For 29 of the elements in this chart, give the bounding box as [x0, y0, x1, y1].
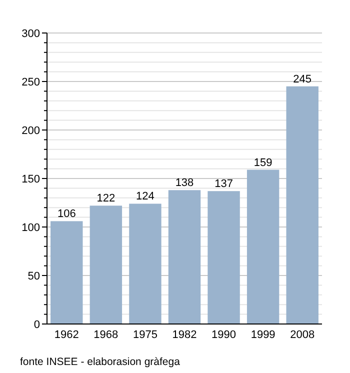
bar: [286, 86, 318, 324]
source-note: fonte INSEE - elaborasion gràfega: [20, 356, 180, 368]
y-tick-label: 150: [22, 173, 40, 186]
bar: [168, 190, 201, 324]
y-tick-label: 100: [22, 222, 40, 234]
x-tick-label: 2008: [290, 329, 315, 341]
bar: [208, 191, 240, 324]
data-label: 106: [57, 208, 76, 220]
x-tick-label: 1968: [94, 329, 118, 341]
bar: [90, 206, 122, 324]
bar: [246, 170, 280, 324]
data-label: 124: [136, 190, 154, 203]
y-tick-label: 300: [22, 28, 40, 40]
x-tick-label: 1982: [172, 329, 197, 341]
data-label: 122: [96, 192, 116, 205]
bar: [50, 221, 83, 324]
x-tick-label: 1962: [54, 329, 79, 341]
x-tick-label: 1975: [132, 329, 158, 341]
data-label: 245: [293, 73, 312, 86]
y-tick-label: 200: [22, 124, 40, 137]
y-tick-label: 0: [34, 318, 40, 331]
y-tick-label: 250: [22, 76, 40, 88]
x-tick-label: 1990: [212, 329, 236, 341]
data-label: 137: [214, 178, 233, 190]
bar: [129, 204, 162, 324]
data-label: 138: [175, 177, 194, 190]
data-label: 159: [254, 156, 272, 169]
x-tick-label: 1999: [250, 329, 276, 341]
y-tick-label: 50: [28, 270, 40, 282]
